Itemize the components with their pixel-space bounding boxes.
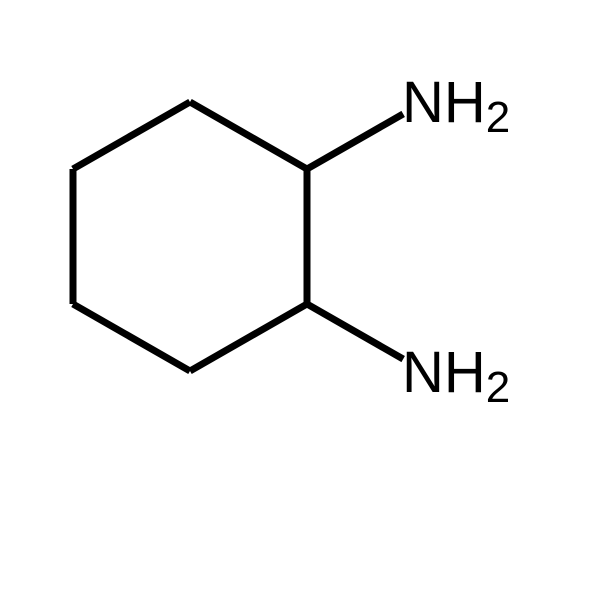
bonds-layer: [73, 102, 403, 371]
bond-c6-c1: [190, 102, 307, 169]
atom-label-n2: NH2: [402, 340, 510, 412]
bond-c5-c6: [73, 102, 190, 169]
bond-c2-c3: [190, 304, 307, 371]
molecule-diagram: NH2 NH2: [0, 0, 600, 600]
bond-c2-n2: [307, 304, 403, 359]
atom-label-n1: NH2: [402, 70, 510, 142]
bond-c1-n1: [307, 114, 403, 169]
bond-c3-c4: [73, 304, 190, 371]
atoms-layer: NH2 NH2: [402, 70, 510, 412]
